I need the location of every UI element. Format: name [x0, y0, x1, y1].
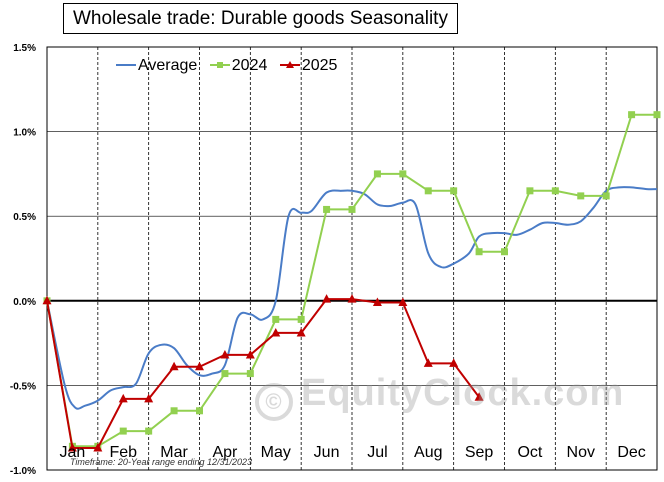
point-2024: [551, 187, 559, 195]
x-tick-label-jul: Jul: [367, 444, 387, 461]
y-tick-label: 1.5%: [13, 43, 36, 54]
series-line-average: [46, 186, 658, 410]
point-2025: [398, 297, 408, 306]
point-2024: [119, 427, 127, 435]
point-2025: [245, 349, 255, 359]
point-2024: [170, 407, 178, 415]
x-tick-label-sep: Sep: [465, 444, 494, 461]
legend-item-2025: 2025: [279, 57, 338, 75]
point-2025: [474, 392, 484, 401]
point-2024: [272, 315, 280, 323]
legend-label-2024: 2024: [231, 57, 268, 74]
point-2025: [347, 294, 357, 303]
x-tick-label-jun: Jun: [314, 444, 340, 461]
point-2025: [220, 349, 230, 359]
point-2024: [145, 427, 153, 435]
x-tick-label-oct: Oct: [517, 444, 542, 461]
y-tick-label: 0.5%: [13, 212, 36, 223]
legend-item-2024: 2024: [209, 57, 268, 75]
point-2025: [169, 361, 179, 371]
point-2024: [602, 192, 610, 200]
x-tick-label-aug: Aug: [414, 444, 442, 461]
point-2024: [526, 187, 534, 195]
point-2024: [628, 111, 636, 119]
point-2024: [424, 187, 432, 195]
y-tick-label: 0.0%: [13, 297, 36, 308]
point-2025: [322, 294, 332, 303]
y-tick-label: -0.5%: [10, 381, 36, 392]
x-tick-label-mar: Mar: [160, 444, 188, 461]
point-2024: [399, 170, 407, 178]
y-tick-label: -1.0%: [10, 466, 36, 477]
point-2025: [67, 443, 77, 452]
x-tick-label-nov: Nov: [567, 444, 595, 461]
label-layer: 1.5% 1.0% 0.5% 0.0% -0.5% -1.0% Jan Feb Mar Apr Ma…: [10, 43, 646, 477]
series-line-2025: [46, 298, 480, 449]
series-2024: [43, 111, 661, 450]
chart-title: Wholesale trade: Durable goods Seasonali…: [63, 3, 458, 34]
legend-label-average: Average: [138, 57, 198, 74]
point-2025: [195, 361, 204, 371]
point-2025: [296, 327, 306, 337]
x-tick-label-feb: Feb: [109, 444, 137, 461]
x-tick-label-may: May: [261, 444, 291, 461]
legend: Average 2024 2025: [116, 57, 345, 75]
point-2024: [348, 205, 356, 213]
point-2025: [118, 393, 128, 403]
legend-label-2025: 2025: [301, 57, 338, 74]
copyright-icon: ©: [255, 383, 293, 421]
point-2024: [653, 111, 661, 119]
legend-item-average: Average: [116, 57, 197, 75]
series-average: [46, 186, 658, 410]
point-2025: [423, 358, 433, 367]
point-2025: [93, 443, 103, 452]
legend-swatch-2025: [279, 61, 300, 68]
point-2024: [577, 192, 585, 200]
point-2024: [221, 370, 229, 378]
point-2024: [323, 205, 331, 213]
point-2025: [372, 297, 382, 306]
x-tick-label-dec: Dec: [617, 444, 645, 461]
timeframe-note: Timeframe: 20-Year range ending 12/31/20…: [70, 457, 253, 467]
point-2024: [297, 315, 305, 323]
point-2025: [42, 295, 52, 305]
x-tick-label-apr: Apr: [212, 444, 238, 461]
y-tick-label: 1.0%: [13, 128, 36, 139]
point-2024: [373, 170, 381, 178]
point-2024: [501, 248, 508, 256]
point-2024: [196, 407, 203, 415]
plot-frame: [46, 46, 658, 471]
watermark-text: EquityClock.com: [301, 372, 625, 414]
point-2024: [475, 248, 483, 256]
x-tick-label-jan: Jan: [60, 444, 86, 461]
point-2025: [449, 358, 459, 367]
legend-swatch-2024: [209, 62, 230, 68]
point-2024: [450, 187, 458, 195]
legend-swatch-average: [116, 64, 136, 66]
watermark: © EquityClock.com: [255, 372, 624, 421]
series-layer: [42, 111, 661, 452]
point-2025: [144, 393, 154, 403]
point-2025: [271, 327, 281, 337]
series-2025: [42, 294, 484, 452]
point-2024: [246, 370, 254, 378]
